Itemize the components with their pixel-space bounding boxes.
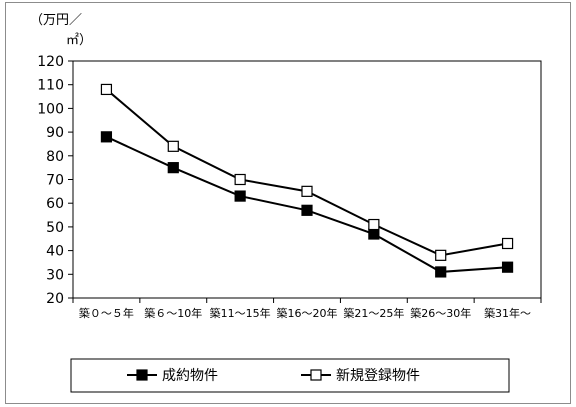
y-tick-label: 110 [37, 78, 64, 94]
y-tick-label: 120 [37, 54, 64, 70]
legend-marker [136, 369, 148, 381]
x-tick-label: 築０～５年 [79, 306, 134, 320]
y-tick-label: 100 [37, 101, 64, 117]
y-tick-label: 90 [46, 125, 64, 141]
data-point-series-1 [368, 218, 380, 231]
data-point-series-1 [501, 237, 514, 250]
y-unit-label-line2: ㎡） [66, 33, 92, 48]
x-tick-label: 築26～30年 [410, 306, 471, 320]
legend-box [70, 358, 510, 393]
y-tick-label: 80 [46, 149, 64, 165]
data-point-series-0 [501, 261, 514, 273]
series-layer [100, 83, 514, 278]
data-point-series-0 [167, 162, 179, 174]
legend: 成約物件 新規登録物件 [127, 368, 420, 384]
x-axis: 築０～５年 築６～10年 築11～15年 築16～20年 築21～25年 築26～30年築… [72, 298, 542, 320]
data-point-series-1 [301, 185, 313, 197]
y-tick-label: 70 [46, 173, 64, 189]
x-tick-label: 築31年～ [484, 306, 531, 320]
data-point-series-0 [100, 131, 113, 143]
data-point-series-0 [234, 190, 246, 202]
y-tick-label: 20 [46, 291, 64, 307]
legend-marker [310, 369, 322, 381]
x-tick-label: 築６～10年 [144, 306, 202, 320]
chart-frame [5, 2, 571, 404]
x-tick-label: 築11～15年 [210, 306, 271, 320]
legend-label: 新規登録物件 [336, 368, 420, 384]
y-tick-label: 30 [46, 267, 64, 283]
data-point-series-0 [368, 228, 380, 240]
legend-label: 成約物件 [162, 368, 218, 384]
data-point-series-0 [301, 204, 313, 216]
y-tick-label: 50 [46, 220, 64, 236]
series-line-1 [105, 88, 508, 257]
y-tick-label: 40 [46, 244, 64, 260]
x-tick-label: 築16～20年 [277, 306, 338, 320]
y-unit-label-line1: （万円／ [30, 13, 82, 28]
series-line-0 [106, 135, 508, 273]
data-point-series-1 [167, 140, 179, 152]
data-point-series-0 [435, 266, 447, 278]
plot-area [72, 60, 542, 299]
data-point-series-1 [234, 173, 246, 186]
data-point-series-1 [435, 249, 447, 261]
data-point-series-1 [100, 83, 113, 96]
y-tick-label: 60 [46, 196, 64, 212]
y-axis: 20 30 40 50 60 70 80 90 100 110 120 [37, 54, 73, 307]
x-tick-label: 築21～25年 [343, 306, 404, 320]
